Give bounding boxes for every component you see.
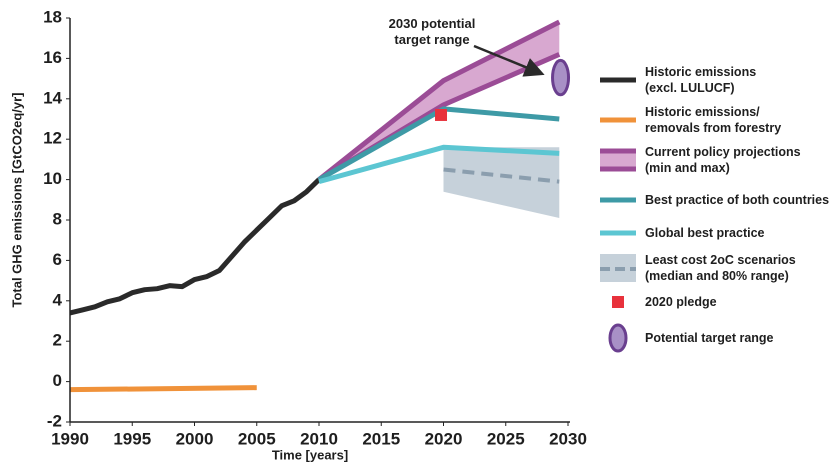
legend-band <box>600 151 636 169</box>
y-tick-label: 10 <box>43 169 62 188</box>
x-tick-label: 2000 <box>176 429 214 448</box>
x-tick-label: 2010 <box>300 429 338 448</box>
legend-label: Global best practice <box>645 226 765 240</box>
line <box>317 106 560 182</box>
target-range <box>551 58 571 97</box>
legend-swatch <box>608 323 628 353</box>
legend-ellipse <box>608 323 628 353</box>
line <box>69 385 257 393</box>
legend-label: Historic emissions/ removals from forest… <box>645 105 782 135</box>
legend-label: Current policy projections (min and max) <box>645 145 801 175</box>
x-tick-label: 2020 <box>425 429 463 448</box>
y-axis-title: Total GHG emissions [GtCO2eq/yr] <box>9 92 24 307</box>
plot-area <box>69 19 571 393</box>
x-tick-label: 2005 <box>238 429 276 448</box>
line <box>318 144 560 185</box>
line <box>69 177 321 316</box>
x-tick-label: 2015 <box>362 429 400 448</box>
x-axis-title: Time [years] <box>272 447 348 462</box>
annotation-arrow <box>473 44 545 77</box>
band-area <box>319 22 560 180</box>
y-tick-label: 4 <box>53 290 63 309</box>
legend-point <box>612 296 624 308</box>
legend-label: 2020 pledge <box>645 295 717 309</box>
y-tick-label: 16 <box>43 48 62 67</box>
x-tick-label: 2030 <box>549 429 587 448</box>
median-line <box>443 167 560 184</box>
legend-swatch <box>600 254 636 282</box>
range-area <box>443 147 560 218</box>
y-tick-label: 14 <box>43 88 62 107</box>
point <box>435 108 448 121</box>
legend-label: Least cost 2oC scenarios (median and 80%… <box>645 253 796 283</box>
band-edge <box>317 19 561 182</box>
annotation: 2030 potential target range <box>388 16 476 47</box>
y-tick-label: 12 <box>43 129 62 148</box>
legend-label: Potential target range <box>645 331 774 345</box>
y-tick-label: 8 <box>53 209 62 228</box>
y-tick-label: 6 <box>53 250 62 269</box>
x-tick-label: 2025 <box>487 429 525 448</box>
x-tick-label: 1995 <box>113 429 151 448</box>
y-tick-label: -2 <box>47 411 62 430</box>
y-tick-label: 18 <box>43 7 62 26</box>
legend-label: Historic emissions (excl. LULUCF) <box>645 65 757 95</box>
legend-label: Best practice of both countries <box>645 193 830 207</box>
x-tick-label: 1990 <box>51 429 89 448</box>
legend-swatch <box>600 148 636 172</box>
y-tick-label: 0 <box>53 371 62 390</box>
legend-swatch <box>612 296 624 308</box>
y-tick-label: 2 <box>53 331 62 350</box>
